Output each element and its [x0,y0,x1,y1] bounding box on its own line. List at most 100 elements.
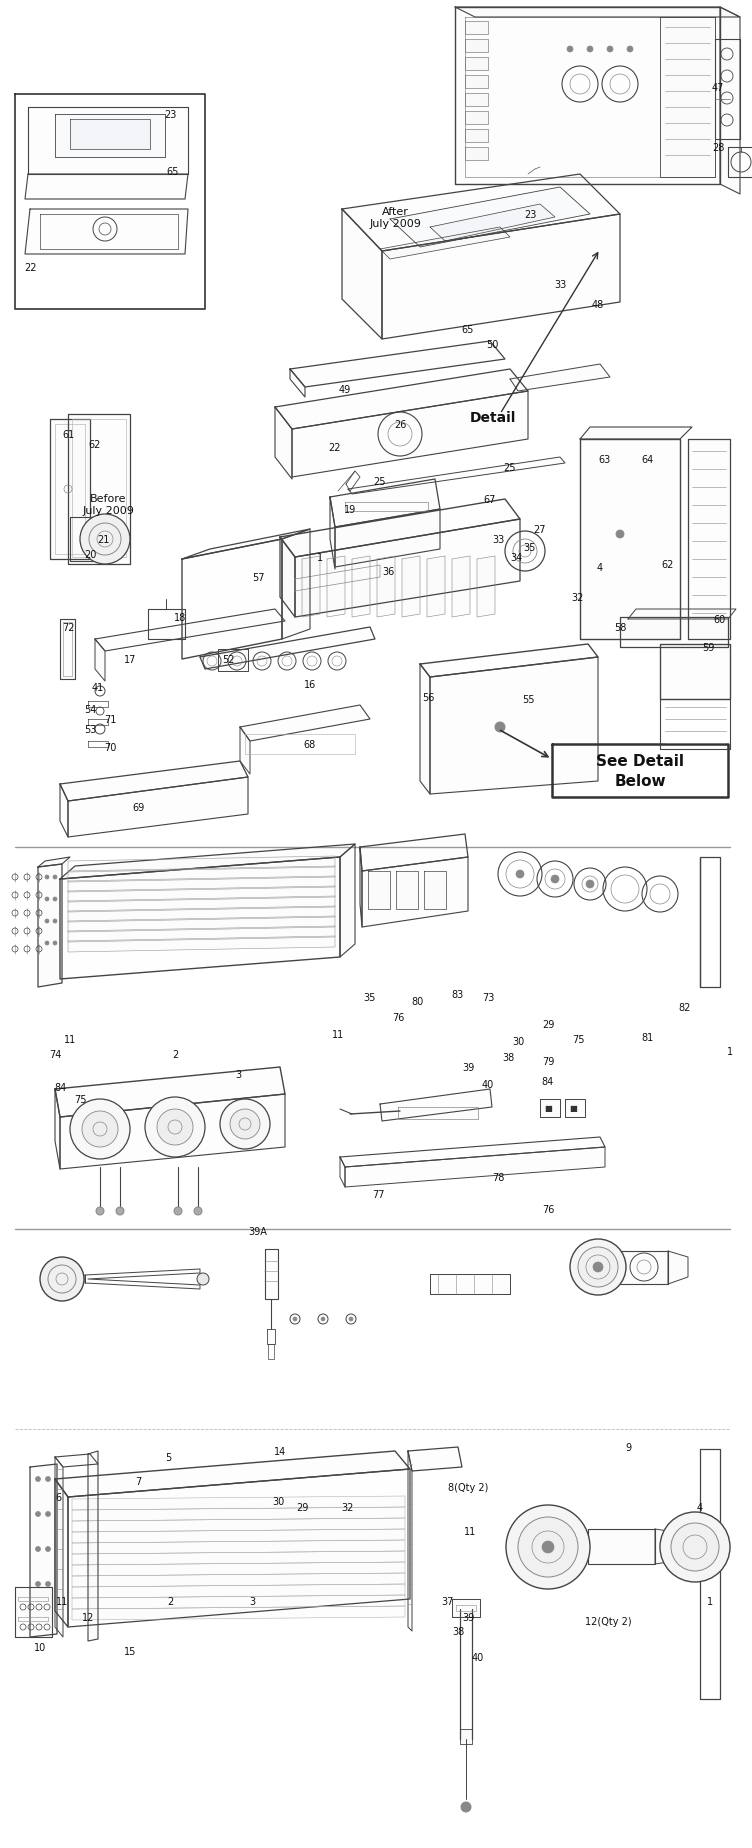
Text: 23: 23 [524,211,536,220]
Circle shape [587,46,593,54]
Polygon shape [424,872,446,909]
Circle shape [197,1273,209,1286]
Polygon shape [377,556,395,617]
Text: 56: 56 [422,693,434,702]
Polygon shape [72,1584,405,1599]
Text: 11: 11 [332,1029,344,1039]
Text: 72: 72 [62,623,74,632]
Circle shape [518,1517,578,1576]
Text: Before
July 2009: Before July 2009 [82,493,134,516]
Text: 2: 2 [167,1597,173,1606]
Polygon shape [408,1447,462,1471]
Circle shape [349,1318,353,1321]
Polygon shape [360,835,468,872]
Polygon shape [275,408,292,480]
Text: 76: 76 [541,1205,554,1214]
Text: 84: 84 [54,1083,66,1092]
Circle shape [506,1504,590,1589]
Text: 48: 48 [592,299,604,310]
Polygon shape [68,1469,410,1626]
Text: 16: 16 [304,680,316,689]
Text: 22: 22 [329,444,341,453]
Text: 3: 3 [235,1070,241,1079]
Text: 82: 82 [679,1002,691,1013]
Circle shape [671,1523,719,1571]
Text: 4: 4 [597,562,603,573]
Polygon shape [345,1148,605,1188]
Polygon shape [60,845,355,880]
Text: 12: 12 [82,1611,94,1623]
Text: 71: 71 [104,715,117,724]
Polygon shape [465,76,488,89]
Polygon shape [430,1275,510,1294]
Circle shape [45,941,49,946]
Text: Below: Below [614,774,666,789]
Polygon shape [688,440,730,639]
Polygon shape [382,214,620,340]
Polygon shape [38,865,62,987]
Polygon shape [55,1090,60,1170]
Text: 36: 36 [382,567,394,577]
Text: 35: 35 [364,992,376,1002]
Text: 9: 9 [625,1441,631,1453]
Text: 83: 83 [452,989,464,1000]
Circle shape [46,1547,50,1552]
Polygon shape [340,1137,605,1168]
Polygon shape [72,1519,405,1532]
Circle shape [578,1247,618,1288]
Text: 65: 65 [167,166,179,177]
Polygon shape [465,57,488,70]
Polygon shape [295,519,520,617]
Polygon shape [72,1606,405,1621]
Polygon shape [362,857,468,928]
Circle shape [45,898,49,902]
Polygon shape [68,926,335,942]
Polygon shape [430,658,598,795]
Circle shape [321,1318,325,1321]
Text: 23: 23 [164,109,176,120]
Circle shape [220,1100,270,1149]
Text: After
July 2009: After July 2009 [369,207,421,229]
Circle shape [35,1582,41,1587]
Polygon shape [465,41,488,54]
Polygon shape [660,18,715,177]
Polygon shape [620,1251,668,1284]
Polygon shape [465,22,488,35]
Circle shape [157,1109,193,1146]
Text: 61: 61 [62,431,74,440]
Polygon shape [660,645,730,700]
Polygon shape [330,497,335,569]
Text: 40: 40 [472,1652,484,1661]
Circle shape [45,876,49,880]
Polygon shape [72,1497,405,1510]
Circle shape [516,870,524,878]
Polygon shape [565,1100,585,1118]
Polygon shape [452,556,470,617]
Text: 19: 19 [344,505,356,516]
Polygon shape [182,540,282,660]
Text: 38: 38 [502,1052,514,1063]
Polygon shape [280,499,520,558]
Circle shape [53,898,57,902]
Polygon shape [68,887,335,902]
Circle shape [70,1100,130,1159]
Text: 30: 30 [272,1497,284,1506]
Polygon shape [72,1528,405,1543]
Polygon shape [30,1464,57,1637]
Text: 37: 37 [442,1597,454,1606]
Polygon shape [60,619,75,680]
Polygon shape [70,120,150,150]
Text: 78: 78 [492,1172,504,1183]
Circle shape [82,1111,118,1148]
Circle shape [46,1512,50,1517]
Text: Detail: Detail [470,410,516,425]
Text: 2: 2 [172,1050,178,1059]
Polygon shape [292,392,528,479]
Text: 22: 22 [24,262,36,274]
Text: 63: 63 [599,455,611,464]
Circle shape [461,1802,471,1813]
Polygon shape [68,414,130,565]
Polygon shape [380,227,510,261]
Polygon shape [15,1587,52,1637]
Circle shape [35,1547,41,1552]
